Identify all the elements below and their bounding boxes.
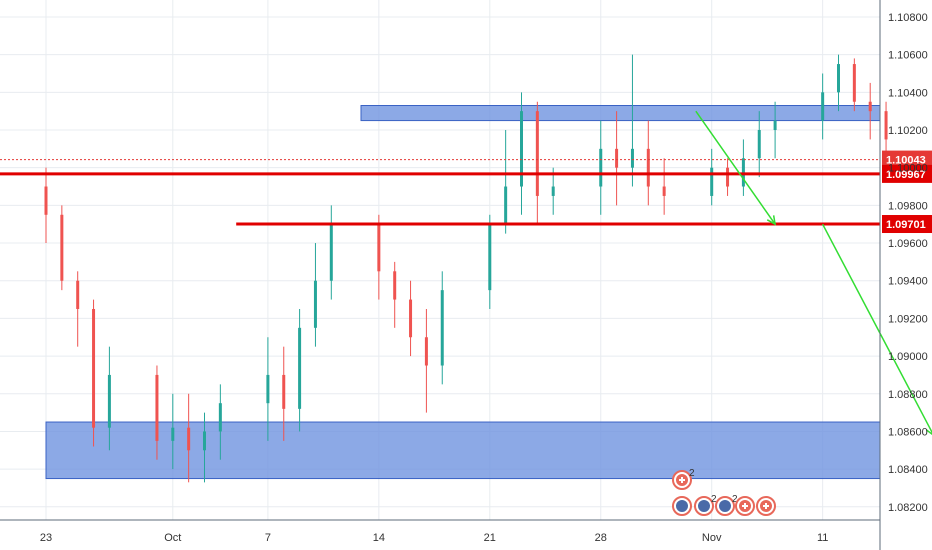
candle-body[interactable] <box>266 374 270 404</box>
candle-body[interactable] <box>155 374 159 441</box>
y-tick-label: 1.09000 <box>888 351 928 363</box>
candle-body[interactable] <box>329 224 333 281</box>
badge-count: 2 <box>711 494 717 505</box>
globe-icon <box>676 500 688 512</box>
projection-arrow-1-line <box>695 110 776 225</box>
candle-body[interactable] <box>377 224 381 272</box>
x-tick-label: 11 <box>817 532 828 544</box>
x-tick-label: 23 <box>40 532 52 544</box>
candle-body[interactable] <box>76 280 80 309</box>
candle-body[interactable] <box>187 427 191 451</box>
zones <box>45 105 881 480</box>
badge-count: 2 <box>732 494 738 505</box>
projection-arrow-2-head <box>925 429 932 435</box>
badge-count: 2 <box>689 468 695 479</box>
candle-body[interactable] <box>393 271 397 300</box>
candle-body[interactable] <box>662 186 666 196</box>
candle-body[interactable] <box>218 403 222 432</box>
candle-body[interactable] <box>409 299 413 338</box>
candle-body[interactable] <box>440 290 444 366</box>
candle-body[interactable] <box>710 167 714 196</box>
candle-body[interactable] <box>424 337 428 366</box>
x-tick-label: 14 <box>373 532 385 544</box>
candle-body[interactable] <box>282 374 286 409</box>
candle-body[interactable] <box>821 92 825 121</box>
candle-body[interactable] <box>615 148 619 168</box>
y-tick-label: 1.10800 <box>888 12 928 24</box>
y-tick-label: 1.09400 <box>888 276 928 288</box>
x-tick-label: 21 <box>484 532 496 544</box>
x-tick-label: Oct <box>164 532 181 544</box>
candle-body[interactable] <box>520 111 523 187</box>
candle-body[interactable] <box>60 214 64 281</box>
y-tick-label: 1.10400 <box>888 87 928 99</box>
y-tick-label: 1.10600 <box>888 50 928 62</box>
level-1-09701-label-bg <box>882 215 932 234</box>
x-tick-label: 28 <box>595 532 607 544</box>
candle-body[interactable] <box>92 308 96 428</box>
candle-body[interactable] <box>551 186 555 196</box>
y-tick-label: 1.08600 <box>888 426 928 438</box>
y-tick-label: 1.08400 <box>888 464 928 476</box>
candle-body[interactable] <box>884 111 888 140</box>
event-badges[interactable]: 2 2 2 <box>672 468 776 516</box>
candle-body[interactable] <box>852 64 856 102</box>
level-1-09967-label-bg <box>882 164 932 183</box>
y-tick-label: 1.09200 <box>888 313 928 325</box>
y-tick-label: 1.10000 <box>888 163 928 175</box>
candle-body[interactable] <box>203 431 206 451</box>
globe-icon <box>698 500 710 512</box>
candle-body[interactable] <box>535 111 539 196</box>
projection-arrows <box>695 110 932 435</box>
x-tick-label: 7 <box>265 532 271 544</box>
level-1-10043-label: 1.10043 <box>886 155 926 167</box>
resistance-zone <box>360 105 881 122</box>
y-tick-label: 1.10200 <box>888 125 928 137</box>
candle-body[interactable] <box>504 186 508 225</box>
candle-body[interactable] <box>298 327 302 409</box>
candle-body[interactable] <box>773 120 777 130</box>
level-1-09967-label: 1.09967 <box>886 169 926 181</box>
candle-body[interactable] <box>757 130 761 159</box>
candle-body[interactable] <box>630 148 634 168</box>
support-zone <box>45 421 881 480</box>
candle-body[interactable] <box>107 374 111 428</box>
y-tick-label: 1.08800 <box>888 389 928 401</box>
candles[interactable] <box>0 54 932 483</box>
candle-body[interactable] <box>646 148 650 187</box>
candle-body[interactable] <box>171 427 175 441</box>
y-tick-label: 1.08200 <box>888 502 928 514</box>
candle-body[interactable] <box>599 148 603 187</box>
level-1-09701-label: 1.09701 <box>886 219 926 231</box>
price-levels: 1.10043 1.09967 1.09701 <box>0 150 932 234</box>
projection-arrow-2-line <box>821 223 932 434</box>
projection-arrow-1-head <box>766 215 777 226</box>
x-tick-label: Nov <box>702 532 722 544</box>
candle-body[interactable] <box>488 224 492 291</box>
globe-icon <box>719 500 731 512</box>
level-1-10043-label-bg <box>882 150 932 169</box>
candle-body[interactable] <box>44 186 48 215</box>
candle-body[interactable] <box>741 158 745 187</box>
candle-body[interactable] <box>868 101 872 112</box>
candle-body[interactable] <box>837 64 840 93</box>
y-tick-label: 1.09800 <box>888 200 928 212</box>
y-tick-label: 1.09600 <box>888 238 928 250</box>
candle-body[interactable] <box>726 167 730 187</box>
candle-body[interactable] <box>313 280 317 328</box>
